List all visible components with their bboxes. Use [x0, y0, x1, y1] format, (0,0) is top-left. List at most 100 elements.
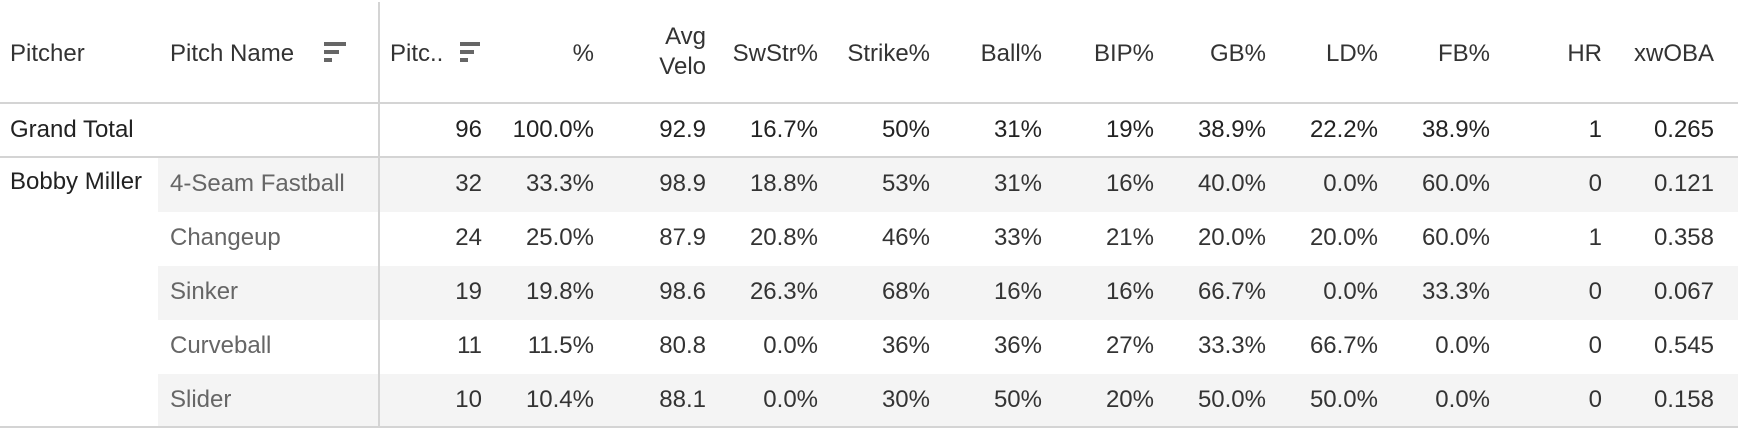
xwoba-cell: 0.121: [1653, 170, 1714, 197]
strike-cell: 46%: [881, 224, 930, 251]
column-divider: [378, 2, 380, 426]
header-strike[interactable]: Strike%: [847, 40, 930, 67]
pitches-cell: 10: [455, 386, 482, 413]
row-band: [158, 158, 1738, 212]
xwoba-cell: 0.158: [1653, 386, 1714, 413]
fb-cell: 60.0%: [1421, 170, 1490, 197]
row-band: [158, 374, 1738, 428]
total-pitches-value: 96: [455, 116, 482, 143]
total-strike-value: 50%: [881, 116, 930, 143]
swstr-cell: 20.8%: [749, 224, 818, 251]
row-band: [158, 266, 1738, 320]
header-pitches[interactable]: Pitc..: [390, 40, 444, 67]
hr-cell: 0: [1588, 170, 1602, 197]
hr-cell: 0: [1588, 332, 1602, 359]
xwoba-cell: 0.358: [1653, 224, 1714, 251]
sort-descending-icon[interactable]: [460, 42, 480, 64]
fb-cell: 33.3%: [1421, 278, 1490, 305]
bip-cell: 16%: [1105, 170, 1154, 197]
grand-total-label: Grand Total: [10, 116, 134, 143]
gb-cell: 66.7%: [1197, 278, 1266, 305]
header-gb[interactable]: GB%: [1209, 40, 1266, 67]
pct-cell: 25.0%: [525, 224, 594, 251]
header-ball[interactable]: Ball%: [980, 40, 1042, 67]
pitcher-name[interactable]: Bobby Miller: [10, 168, 143, 195]
header-fb[interactable]: FB%: [1437, 40, 1490, 67]
pitches-cell: 32: [455, 170, 482, 197]
ball-cell: 50%: [993, 386, 1042, 413]
avg-velo-cell: 98.9: [659, 170, 706, 197]
header-pitch-name[interactable]: Pitch Name: [170, 40, 295, 67]
ball-cell: 33%: [993, 224, 1042, 251]
gb-cell: 40.0%: [1197, 170, 1266, 197]
header-pct[interactable]: %: [572, 40, 594, 67]
header-pitcher[interactable]: Pitcher: [10, 40, 85, 67]
bip-cell: 16%: [1105, 278, 1154, 305]
bip-cell: 27%: [1105, 332, 1154, 359]
pitch-name-cell: Changeup: [170, 224, 281, 251]
ld-cell: 0.0%: [1323, 170, 1378, 197]
pitches-cell: 24: [455, 224, 482, 251]
avg-velo-cell: 98.6: [659, 278, 706, 305]
pitches-cell: 19: [455, 278, 482, 305]
fb-cell: 60.0%: [1421, 224, 1490, 251]
hr-cell: 1: [1588, 224, 1602, 251]
bip-cell: 20%: [1105, 386, 1154, 413]
gb-cell: 20.0%: [1197, 224, 1266, 251]
strike-cell: 53%: [881, 170, 930, 197]
total-fb-value: 38.9%: [1421, 116, 1490, 143]
hr-cell: 0: [1588, 386, 1602, 413]
total-ld-value: 22.2%: [1309, 116, 1378, 143]
bip-cell: 21%: [1105, 224, 1154, 251]
strike-cell: 68%: [881, 278, 930, 305]
ld-cell: 20.0%: [1309, 224, 1378, 251]
pitch-name-cell: Curveball: [170, 332, 272, 359]
header-ld[interactable]: LD%: [1325, 40, 1378, 67]
pct-cell: 10.4%: [525, 386, 594, 413]
header-avg-velo-line1: Avg: [665, 23, 706, 50]
header-xwoba[interactable]: xwOBA: [1633, 40, 1714, 67]
ball-cell: 16%: [993, 278, 1042, 305]
fb-cell: 0.0%: [1435, 332, 1490, 359]
pct-cell: 19.8%: [525, 278, 594, 305]
gb-cell: 33.3%: [1197, 332, 1266, 359]
total-pct-value: 100.0%: [512, 116, 594, 143]
header-avg-velo[interactable]: Avg Velo: [610, 22, 706, 82]
header-avg-velo-line2: Velo: [659, 53, 706, 80]
xwoba-cell: 0.067: [1653, 278, 1714, 305]
total-swstr-value: 16.7%: [749, 116, 818, 143]
pct-cell: 33.3%: [525, 170, 594, 197]
bottom-divider: [0, 426, 1738, 428]
ld-cell: 50.0%: [1309, 386, 1378, 413]
header-swstr[interactable]: SwStr%: [732, 40, 818, 67]
ball-cell: 36%: [993, 332, 1042, 359]
ball-cell: 31%: [993, 170, 1042, 197]
total-bip-value: 19%: [1105, 116, 1154, 143]
avg-velo-cell: 88.1: [659, 386, 706, 413]
fb-cell: 0.0%: [1435, 386, 1490, 413]
strike-cell: 30%: [881, 386, 930, 413]
ld-cell: 0.0%: [1323, 278, 1378, 305]
swstr-cell: 18.8%: [749, 170, 818, 197]
pct-cell: 11.5%: [527, 332, 594, 359]
pitch-name-cell: Slider: [170, 386, 232, 413]
hr-cell: 0: [1588, 278, 1602, 305]
ld-cell: 66.7%: [1309, 332, 1378, 359]
swstr-cell: 26.3%: [749, 278, 818, 305]
total-hr-value: 1: [1588, 116, 1602, 143]
strike-cell: 36%: [881, 332, 930, 359]
total-gb-value: 38.9%: [1197, 116, 1266, 143]
swstr-cell: 0.0%: [763, 386, 818, 413]
sort-descending-icon[interactable]: [324, 42, 346, 64]
total-ball-value: 31%: [993, 116, 1042, 143]
gb-cell: 50.0%: [1197, 386, 1266, 413]
header-bip[interactable]: BIP%: [1093, 40, 1154, 67]
total-avg-velo-value: 92.9: [659, 116, 706, 143]
xwoba-cell: 0.545: [1653, 332, 1714, 359]
pitches-cell: 11: [457, 332, 482, 359]
avg-velo-cell: 87.9: [659, 224, 706, 251]
avg-velo-cell: 80.8: [659, 332, 706, 359]
swstr-cell: 0.0%: [763, 332, 818, 359]
header-hr[interactable]: HR: [1567, 40, 1602, 67]
